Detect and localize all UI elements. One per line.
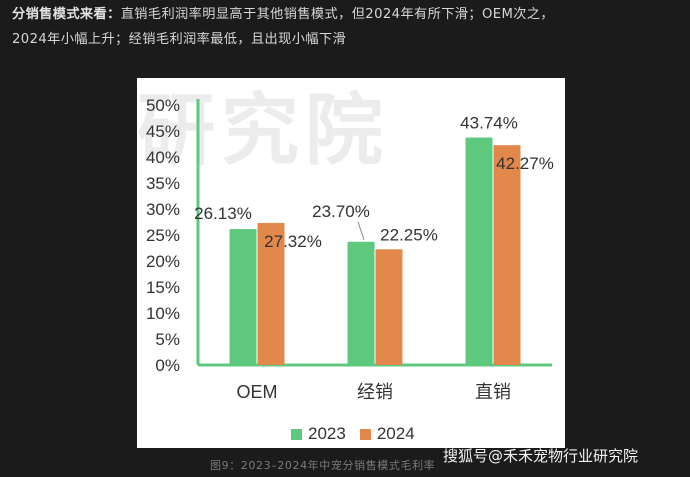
figure-caption: 图9：2023–2024年中宠分销售模式毛利率 [210, 459, 436, 472]
legend-label-2024: 2024 [376, 424, 415, 443]
intro-line1: 直销毛利润率明显高于其他销售模式，但2024年有所下滑；OEM次之， [120, 7, 555, 22]
y-tick-label: 45% [146, 122, 180, 141]
data-label: 27.32% [264, 232, 322, 251]
data-label: 23.70% [312, 202, 370, 221]
legend-item-2023: 2023 [291, 424, 346, 444]
bar-chart: 0% 5% 10% 15% 20% 25% 30% 35% 40% 45% 50% 26.13% 27.… [146, 96, 554, 402]
y-tick-label: 10% [146, 304, 180, 323]
bar-2023-1 [347, 241, 375, 365]
intro-lead: 分销售模式来看： [12, 7, 121, 22]
y-tick-label: 50% [146, 96, 180, 115]
data-label: 22.25% [380, 225, 438, 244]
data-label: 26.13% [194, 204, 252, 223]
label-leader-line [357, 221, 365, 240]
legend-swatch-2023 [291, 428, 302, 440]
x-tick-label: 经销 [357, 382, 393, 402]
data-label: 43.74% [460, 114, 518, 133]
y-tick-label: 35% [146, 174, 180, 193]
legend-swatch-2024 [359, 428, 371, 440]
y-tick-label: 20% [146, 252, 180, 271]
data-label: 42.27% [496, 154, 554, 173]
bar-2023-0 [229, 229, 257, 365]
y-tick-label: 40% [146, 148, 180, 167]
legend: 2023 2024 [291, 422, 415, 446]
y-tick-label: 15% [146, 278, 180, 297]
legend-label-2023: 2023 [308, 424, 346, 443]
y-tick-label: 0% [155, 356, 180, 375]
y-tick-label: 5% [155, 330, 180, 349]
bar-2024-0 [257, 222, 285, 365]
bar-2024-1 [375, 249, 403, 365]
intro-text: 分销售模式来看：直销毛利润率明显高于其他销售模式，但2024年有所下滑；OEM次… [12, 2, 684, 52]
intro-line2: 2024年小幅上升；经销毛利润率最低，且出现小幅下滑 [12, 32, 347, 47]
x-tick-label: OEM [236, 382, 277, 402]
x-tick-label: 直销 [475, 382, 511, 402]
source-credit: 搜狐号@禾禾宠物行业研究院 [443, 447, 639, 465]
y-tick-label: 25% [146, 226, 180, 245]
legend-item-2024: 2024 [359, 424, 415, 444]
bar-2024-2 [493, 145, 521, 365]
y-tick-label: 30% [146, 200, 180, 219]
bar-2023-2 [465, 137, 493, 365]
